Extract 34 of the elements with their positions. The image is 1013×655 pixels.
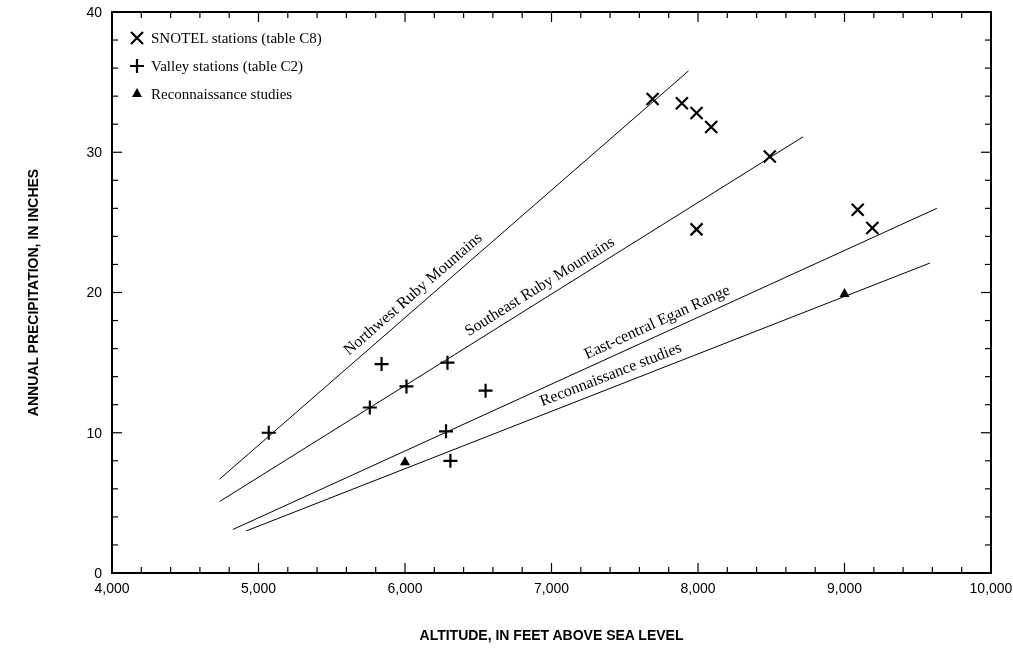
point [437,423,455,440]
y-tick-label: 20 [86,284,103,301]
point [439,354,456,371]
point [645,91,660,107]
point [689,105,704,121]
y-tick-label: 40 [86,3,103,20]
legend-label: Valley stations (table C2) [151,58,304,76]
x-tick-label: 8,000 [680,580,716,596]
x-tick-label: 5,000 [240,580,277,596]
y-tick-label: 10 [86,424,103,441]
point [704,119,719,135]
point [442,452,459,469]
point [865,220,880,236]
y-tick-label: 0 [94,564,103,581]
x-tick-label: 6,000 [387,580,423,596]
y-axis-title: ANNUAL PRECIPITATION, IN INCHES [25,168,41,417]
point [477,382,494,399]
point [260,424,277,441]
point [398,378,415,395]
x-tick-label: 9,000 [826,580,863,596]
legend-label: SNOTEL stations (table C8) [151,30,322,48]
point [373,355,390,373]
y-tick-label: 30 [86,144,103,161]
point [689,222,704,237]
point [361,399,378,416]
legend-label: Reconnaissance studies [151,86,293,103]
x-axis-title: ALTITUDE, IN FEET ABOVE SEA LEVEL [419,627,684,643]
x-tick-label: 7,000 [533,580,570,596]
point [850,202,865,217]
x-tick-label: 4,000 [94,580,130,596]
point [400,456,410,466]
x-tick-label: 10,000 [969,580,1013,596]
point [674,96,689,111]
point [762,149,777,164]
